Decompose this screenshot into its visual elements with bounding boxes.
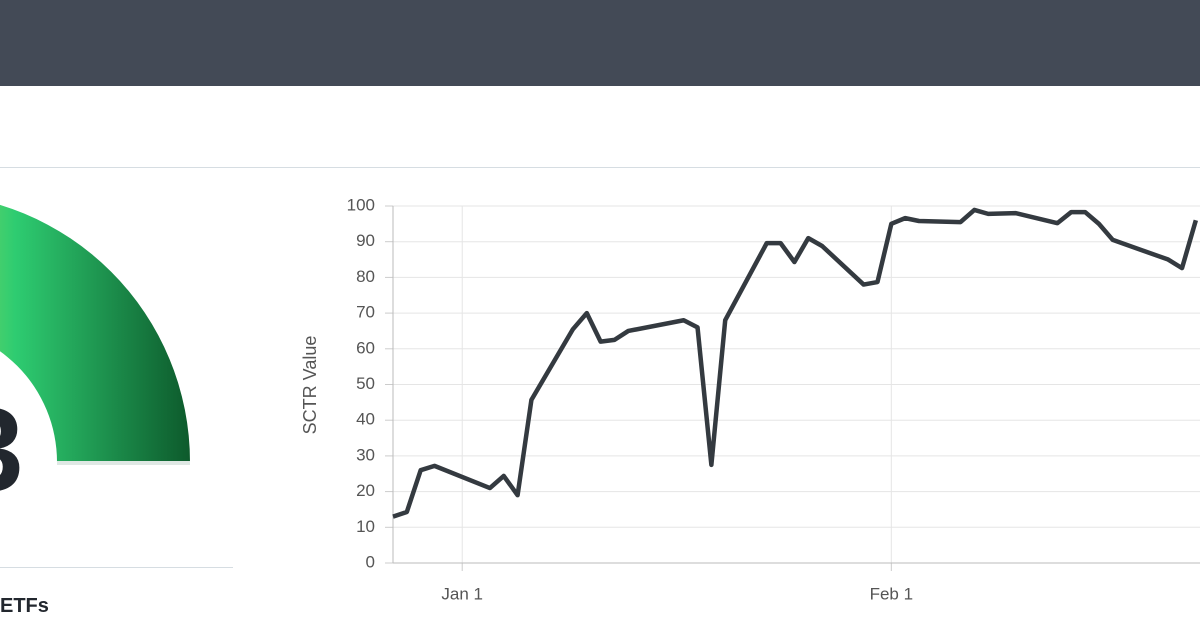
- y-tick-label: 30: [356, 445, 375, 464]
- top-bar: [0, 0, 1200, 86]
- y-tick-label: 70: [356, 303, 375, 322]
- gauge-caption: ETFs: [0, 595, 49, 617]
- y-axis-label: SCTR Value: [300, 336, 320, 435]
- gauge-value: 3: [0, 384, 24, 516]
- y-tick-label: 10: [356, 517, 375, 536]
- y-tick-label: 60: [356, 338, 375, 357]
- gauge-arc: [0, 204, 190, 462]
- y-tick-label: 90: [356, 231, 375, 250]
- gauge-base: [57, 461, 190, 465]
- y-tick-label: 40: [356, 410, 375, 429]
- y-tick-label: 80: [356, 267, 375, 286]
- y-tick-label: 0: [366, 552, 375, 571]
- y-tick-label: 50: [356, 374, 375, 393]
- line: [392, 207, 1199, 519]
- x-tick-label: Feb 1: [870, 584, 913, 603]
- x-tick-label: Jan 1: [441, 584, 483, 603]
- y-tick-label: 20: [356, 481, 375, 500]
- y-tick-label: 100: [347, 195, 375, 214]
